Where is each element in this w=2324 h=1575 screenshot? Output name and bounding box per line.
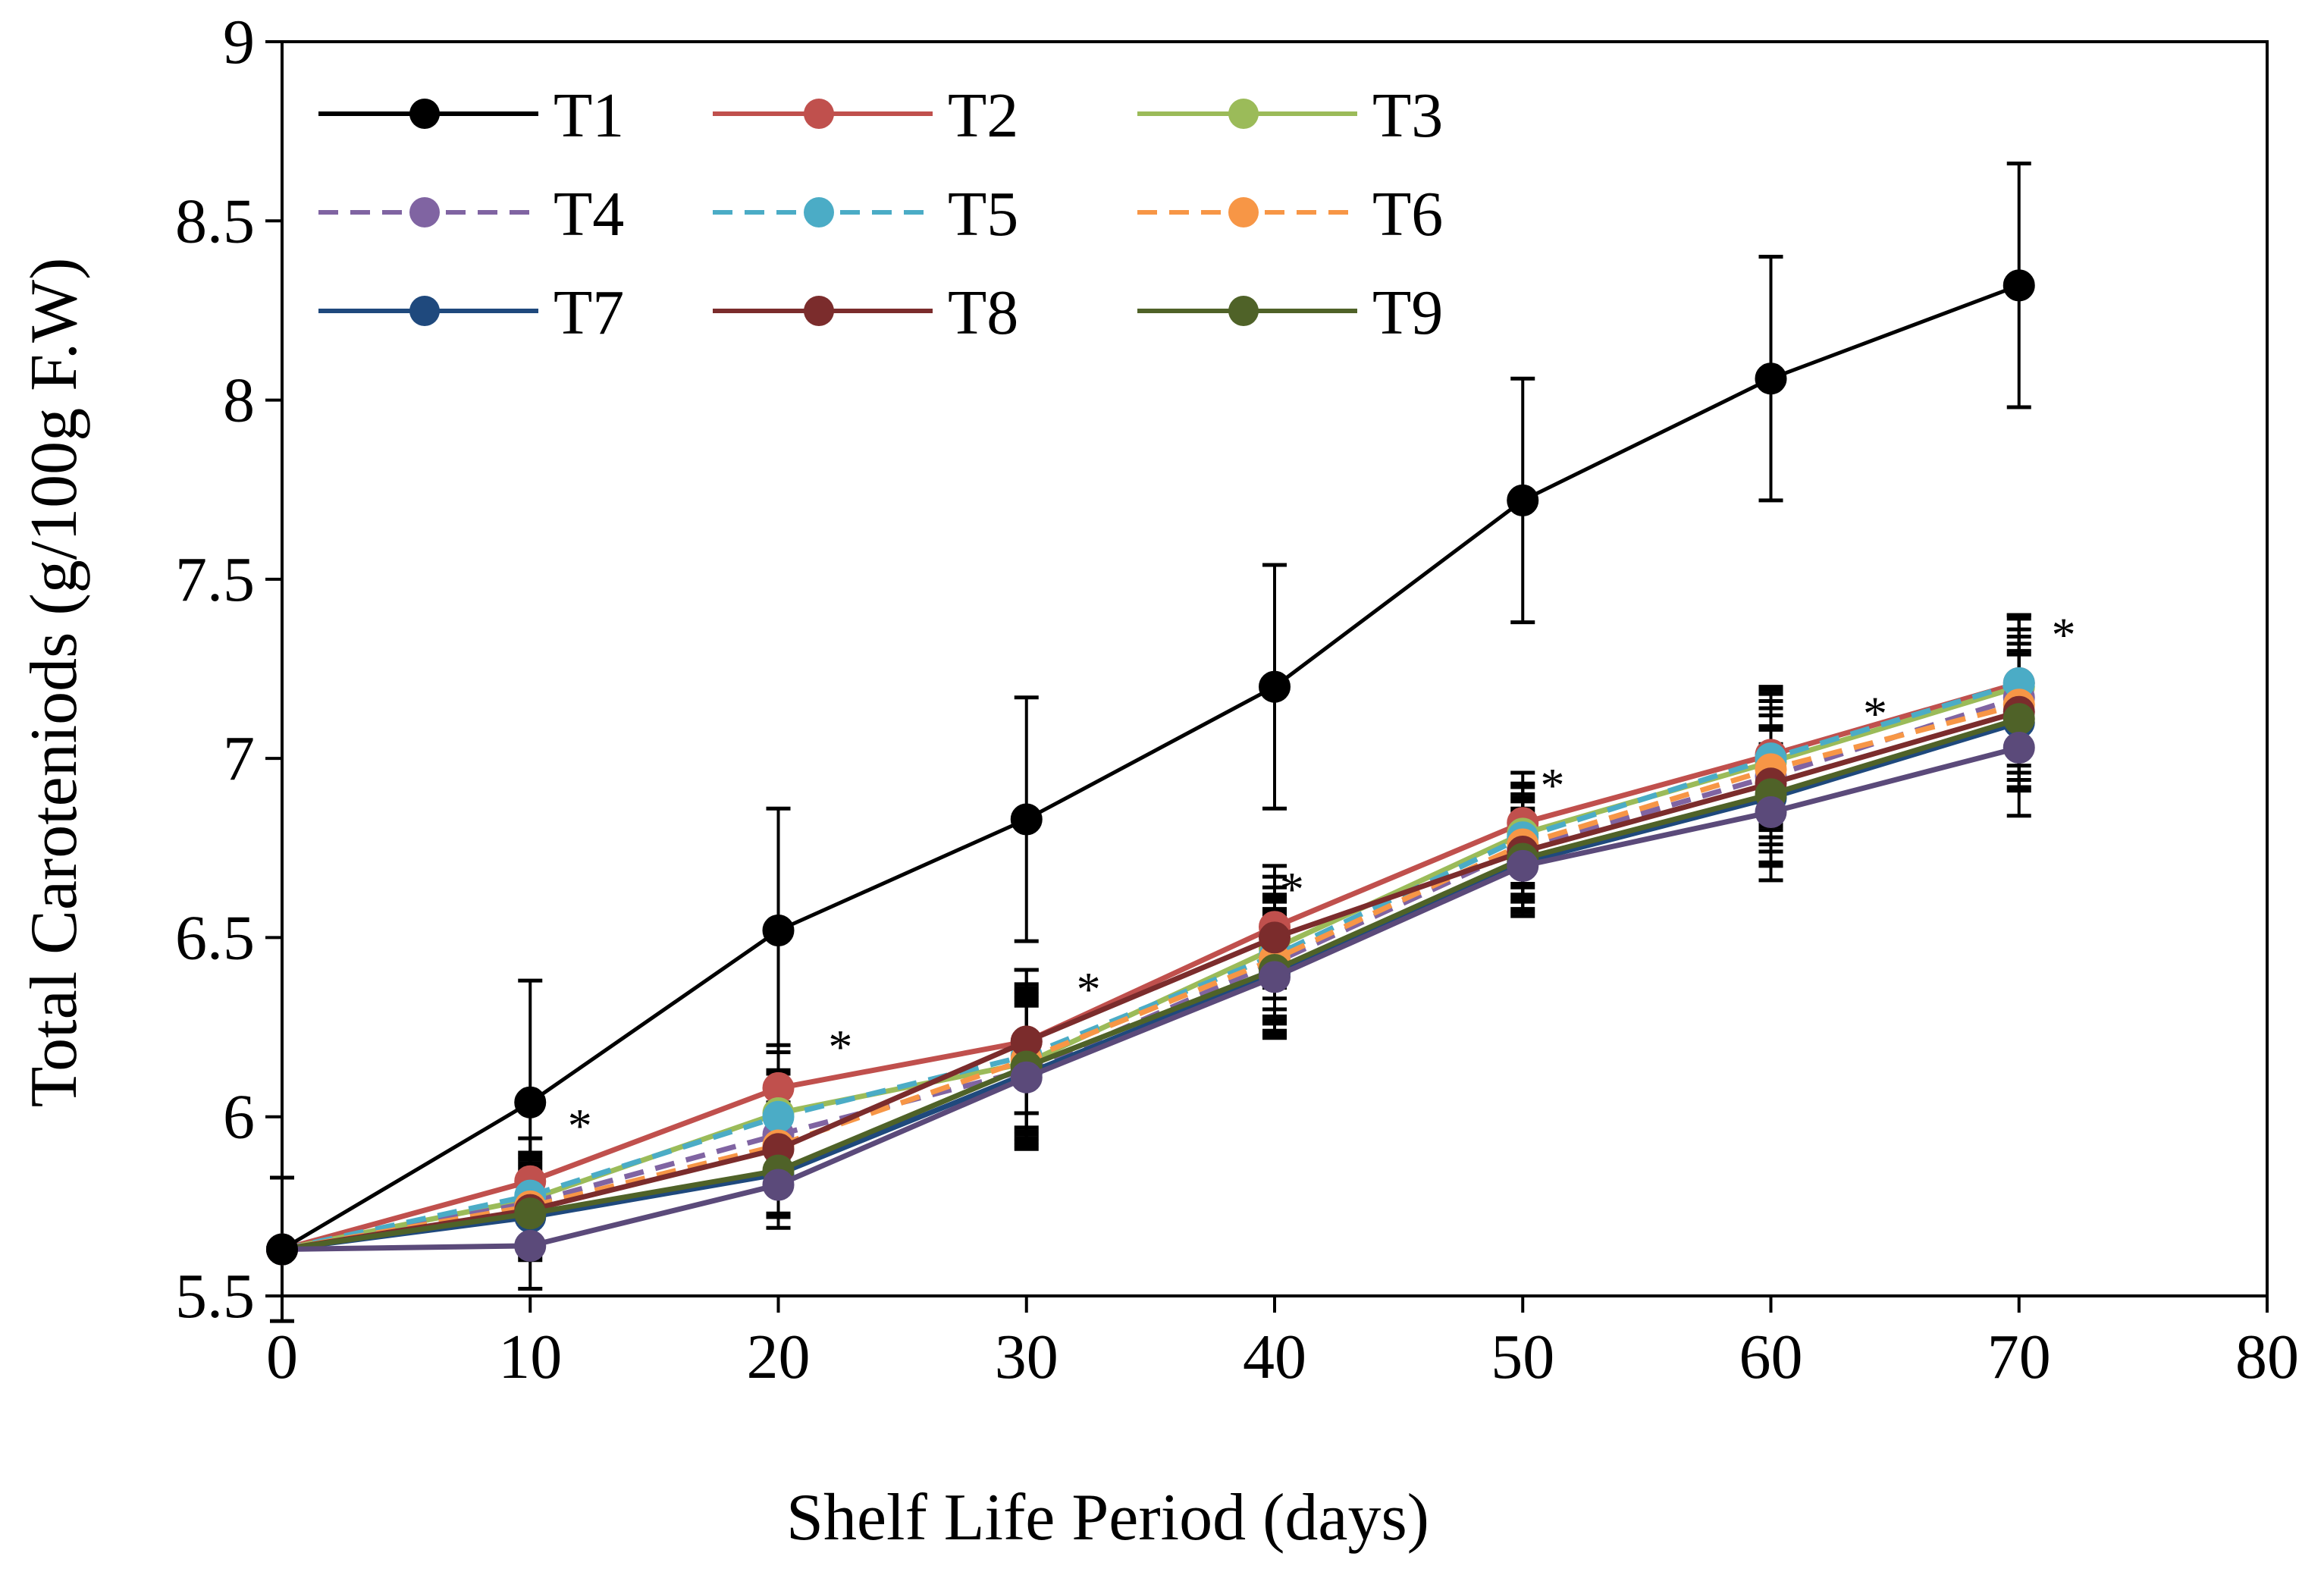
data-point <box>514 1197 547 1230</box>
legend-label: T9 <box>1372 278 1443 348</box>
legend-label: T5 <box>948 179 1018 249</box>
significance-marker: * <box>1541 758 1565 812</box>
legend-label: T8 <box>948 278 1018 348</box>
data-point <box>1259 670 1291 703</box>
significance-marker: * <box>2052 607 2076 661</box>
x-tick-label: 0 <box>266 1322 298 1392</box>
legend-marker <box>409 99 440 129</box>
y-tick-label: 6 <box>223 1082 255 1153</box>
x-tick-label: 40 <box>1243 1322 1306 1392</box>
plot-marks: 0 10 20 30 40 50 60 70 80 5.5 6 6.5 7 7.5 8 8.5 9 * * * * * * *… <box>175 7 2299 1392</box>
data-point <box>762 914 795 946</box>
legend-label: T4 <box>554 179 624 249</box>
legend-marker <box>804 296 834 326</box>
legend-label: T1 <box>554 80 624 151</box>
data-point <box>1259 921 1291 954</box>
data-point <box>1259 961 1291 993</box>
x-tick-label: 80 <box>2235 1322 2299 1392</box>
series-line <box>281 701 2020 1253</box>
series-line <box>281 720 2020 1253</box>
y-tick-label: 5.5 <box>175 1261 255 1332</box>
data-point <box>762 1169 795 1201</box>
significance-marker: * <box>1863 686 1887 740</box>
x-tick-label: 60 <box>1739 1322 1803 1392</box>
y-tick-label: 8 <box>223 366 255 436</box>
data-point <box>1507 484 1539 516</box>
x-tick-label: 10 <box>498 1322 562 1392</box>
y-tick-label: 9 <box>223 7 255 77</box>
significance-marker: * <box>568 1099 592 1153</box>
data-point <box>1010 803 1043 836</box>
y-tick-label: 7.5 <box>175 544 255 615</box>
data-point <box>514 1086 547 1119</box>
legend-label: T2 <box>948 80 1018 151</box>
legend-marker <box>804 197 834 227</box>
data-point <box>762 1100 795 1133</box>
x-tick-label: 70 <box>1987 1322 2051 1392</box>
series-line <box>281 680 2020 1252</box>
legend-marker <box>804 99 834 129</box>
legend-marker <box>1228 296 1259 326</box>
x-tick-label: 50 <box>1491 1322 1554 1392</box>
significance-marker: * <box>1280 862 1304 916</box>
data-point <box>1507 849 1539 882</box>
data-point <box>1755 362 1787 395</box>
significance-marker: * <box>1077 962 1101 1016</box>
data-point <box>2003 703 2035 736</box>
series-line <box>281 745 2020 1253</box>
series-line <box>281 680 2020 1252</box>
legend-marker <box>1228 197 1259 227</box>
x-tick-label: 30 <box>995 1322 1059 1392</box>
series-line <box>281 716 2020 1253</box>
data-point <box>2003 731 2035 764</box>
significance-marker: * <box>828 1020 852 1074</box>
legend-label: T7 <box>554 278 624 348</box>
legend-label: T3 <box>1372 80 1443 151</box>
legend-marker <box>409 197 440 227</box>
data-point <box>266 1233 298 1266</box>
y-axis-title: Total Caroteniods (g/100g F.W) <box>17 258 91 1108</box>
data-point <box>2003 269 2035 302</box>
y-tick-label: 7 <box>223 723 255 794</box>
series-line <box>281 284 2020 1251</box>
data-point <box>1755 796 1787 829</box>
data-point <box>514 1229 547 1262</box>
data-point <box>1010 1061 1043 1093</box>
series-line <box>281 709 2020 1253</box>
y-tick-label: 8.5 <box>175 186 255 256</box>
x-axis-title: Shelf Life Period (days) <box>786 1481 1429 1555</box>
legend-label: T6 <box>1372 179 1443 249</box>
y-tick-label: 6.5 <box>175 902 255 973</box>
x-tick-label: 20 <box>747 1322 811 1392</box>
legend-marker <box>409 296 440 326</box>
legend-marker <box>1228 99 1259 129</box>
